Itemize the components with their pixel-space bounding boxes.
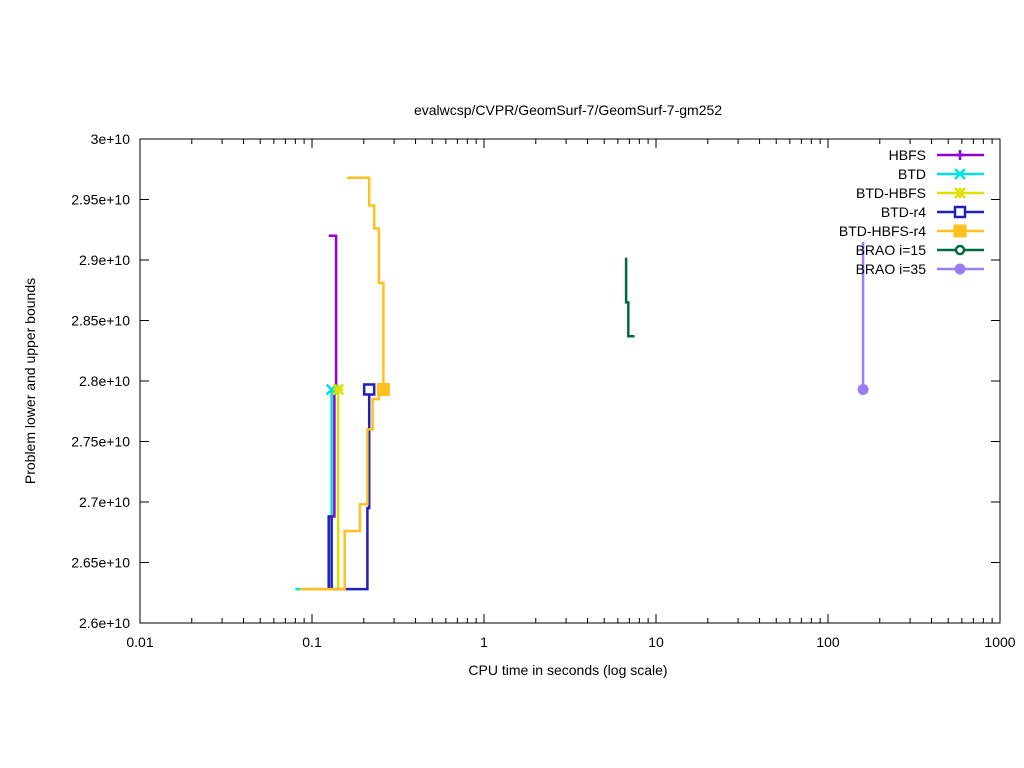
open-square-marker [362, 383, 376, 396]
y-tick-label: 2.6e+10 [79, 615, 130, 631]
filled-square-marker [953, 224, 967, 238]
series-brao-i-15 [624, 257, 635, 338]
axis-layer: 2.6e+10 2.65e+10 2.7e+10 2.75e+10 2.8e+10 2.8… [71, 131, 1016, 650]
x-tick-label: 1 [480, 634, 488, 650]
filled-circle-marker [857, 383, 869, 395]
legend-item: BTD-HBFS-r4 [839, 223, 984, 239]
star-marker [332, 383, 345, 396]
series-line-lower [327, 389, 371, 591]
legend-item: BTD [898, 166, 984, 182]
legend-item: BTD-HBFS [856, 185, 984, 201]
filled-square-marker [376, 382, 390, 396]
legend-item: BRAO i=15 [856, 242, 984, 258]
legend-label: BTD-r4 [881, 204, 926, 220]
cross-marker [954, 168, 966, 180]
x-axis-title: CPU time in seconds (log scale) [468, 662, 667, 678]
legend-label: BRAO i=15 [856, 242, 927, 258]
open-square-marker [953, 205, 967, 219]
legend-label: BTD [898, 166, 926, 182]
legend-label: HBFS [889, 147, 926, 163]
series-brao-i-35 [857, 241, 869, 395]
y-tick-label: 2.7e+10 [79, 494, 130, 510]
y-tick-label: 2.9e+10 [79, 252, 130, 268]
y-tick-label: 2.75e+10 [71, 434, 130, 450]
x-tick-label: 0.1 [302, 634, 322, 650]
series-layer [295, 176, 869, 591]
legend-label: BRAO i=35 [856, 261, 927, 277]
legend-label: BTD-HBFS [856, 185, 926, 201]
x-tick-label: 10 [648, 634, 664, 650]
y-tick-label: 3e+10 [91, 131, 131, 147]
chart-title: evalwcsp/CVPR/GeomSurf-7/GeomSurf-7-gm25… [414, 102, 722, 118]
y-tick-label: 2.95e+10 [71, 192, 130, 208]
plot-frame [139, 138, 1001, 624]
x-tick-label: 1000 [984, 634, 1015, 650]
legend-item: HBFS [889, 147, 984, 163]
y-tick-label: 2.85e+10 [71, 313, 130, 329]
series-btd-r4 [327, 383, 376, 591]
x-tick-label: 100 [816, 634, 840, 650]
series-line-upper [624, 257, 635, 338]
legend-item: BRAO i=35 [856, 261, 984, 277]
series-line-upper [328, 234, 338, 390]
plus-marker [955, 150, 965, 160]
x-tick-label: 0.01 [126, 634, 153, 650]
series-btd-hbfs-r4 [299, 176, 390, 591]
filled-circle-marker [954, 263, 966, 275]
star-marker [954, 187, 966, 199]
series-line-lower [304, 389, 340, 591]
series-line-upper [347, 176, 385, 390]
legend: HBFS BTD BTD-HBFS BTD-r4 BTD-HBFS-r4 BRAO i=1… [839, 147, 984, 277]
series-line-lower [295, 389, 333, 591]
y-tick-label: 2.65e+10 [71, 555, 130, 571]
legend-label: BTD-HBFS-r4 [839, 223, 926, 239]
y-axis-title: Problem lower and upper bounds [22, 278, 38, 484]
y-tick-label: 2.8e+10 [79, 373, 130, 389]
legend-item: BTD-r4 [881, 204, 984, 220]
series-line-lower [299, 389, 381, 591]
series-btd-hbfs [304, 383, 345, 591]
open-circle-marker [954, 244, 966, 256]
